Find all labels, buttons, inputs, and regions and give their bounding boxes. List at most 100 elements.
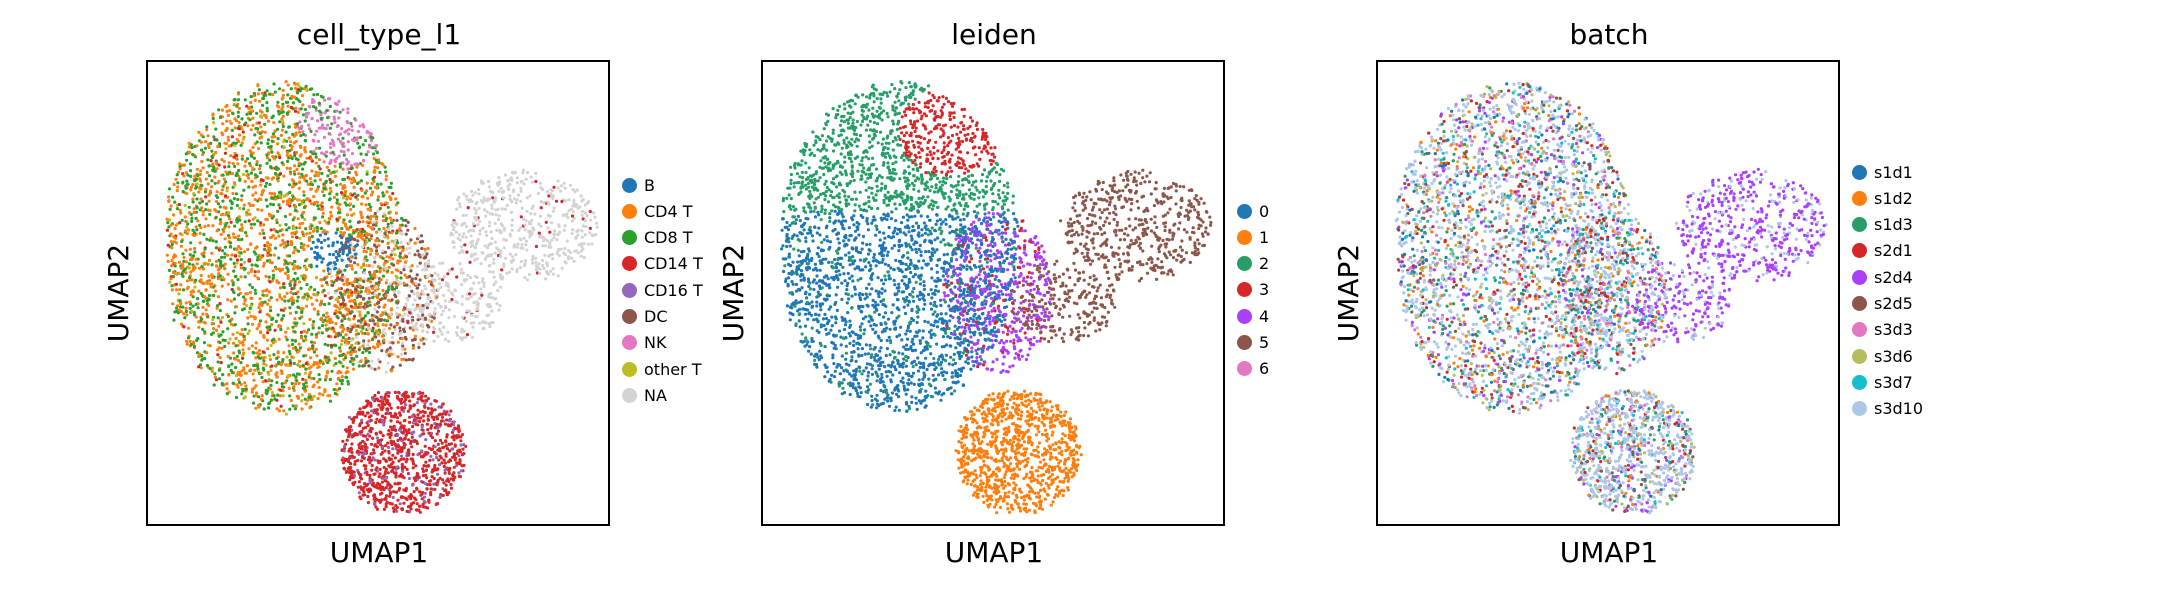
scatter-point <box>292 95 296 99</box>
scatter-point <box>265 288 269 292</box>
scatter-point <box>198 231 202 235</box>
scatter-point <box>347 257 351 261</box>
scatter-point <box>435 432 439 436</box>
scatter-point <box>244 387 248 391</box>
scatter-point <box>281 102 285 106</box>
scatter-point <box>237 370 241 374</box>
scatter-point <box>346 245 350 249</box>
scatter-point <box>361 220 365 224</box>
scatter-point <box>486 199 490 203</box>
scatter-point <box>374 221 379 225</box>
scatter-point <box>350 310 354 314</box>
scatter-point <box>307 347 311 351</box>
scatter-point <box>226 135 230 139</box>
scatter-point <box>268 401 272 405</box>
scatter-point <box>290 355 294 359</box>
scatter-point <box>170 246 174 250</box>
scatter-point <box>334 343 338 348</box>
scatter-point <box>407 294 411 298</box>
scatter-point <box>319 116 323 121</box>
scatter-point <box>300 310 304 315</box>
scatter-point <box>545 261 549 265</box>
scatter-point <box>375 249 379 253</box>
scatter-point <box>267 298 271 302</box>
scatter-point <box>271 132 276 136</box>
scatter-point <box>387 258 392 262</box>
scatter-point <box>195 182 199 186</box>
scatter-point <box>328 142 333 146</box>
scatter-point <box>268 182 272 187</box>
scatter-point <box>445 418 449 422</box>
scatter-point <box>571 187 575 192</box>
scatter-point <box>303 139 308 143</box>
scatter-point <box>383 402 387 407</box>
scatter-point <box>384 467 388 471</box>
scatter-point <box>239 373 243 377</box>
scatter-point <box>227 372 231 376</box>
scatter-point <box>380 161 384 166</box>
scatter-point <box>386 445 391 449</box>
scatter-point <box>447 442 451 446</box>
scatter-point <box>191 183 195 187</box>
scatter-point <box>227 365 231 369</box>
scatter-point <box>283 295 287 299</box>
scatter-point <box>288 297 293 302</box>
scatter-point <box>365 172 369 176</box>
scatter-point <box>328 217 332 221</box>
scatter-point <box>340 226 344 231</box>
scatter-point <box>372 497 376 501</box>
scatter-point <box>439 305 443 309</box>
scatter-point <box>352 314 357 318</box>
scatter-point <box>440 332 444 336</box>
scatter-point <box>308 127 312 131</box>
scatter-point <box>245 173 249 177</box>
scatter-point <box>356 485 360 489</box>
scatter-point <box>368 473 372 478</box>
scatter-point <box>421 268 425 272</box>
scatter-point <box>298 236 302 240</box>
scatter-point <box>410 494 414 498</box>
scatter-point <box>534 179 538 184</box>
scatter-point <box>387 285 391 289</box>
scatter-point <box>368 252 373 256</box>
scatter-point <box>261 188 266 192</box>
scatter-point <box>261 264 265 268</box>
scatter-point <box>386 298 391 302</box>
scatter-point <box>351 204 356 208</box>
scatter-point <box>411 466 415 470</box>
scatter-point <box>245 157 250 161</box>
scatter-point <box>233 254 238 258</box>
scatter-point <box>323 219 327 223</box>
scatter-point <box>423 255 428 259</box>
scatter-point <box>279 243 283 247</box>
scatter-point <box>529 212 533 216</box>
scatter-point <box>329 160 333 164</box>
scatter-point <box>421 414 425 418</box>
scatter-point <box>201 327 205 331</box>
scatter-point <box>576 228 580 232</box>
scatter-point <box>377 244 381 248</box>
scatter-point <box>259 371 263 375</box>
scatter-point <box>222 230 226 234</box>
scatter-point <box>482 320 486 324</box>
scatter-point <box>184 171 188 175</box>
scatter-point <box>517 228 521 232</box>
scatter-point <box>240 229 244 233</box>
scatter-point <box>572 216 576 221</box>
scatter-point <box>534 260 538 264</box>
scatter-point <box>232 341 236 345</box>
scatter-point <box>253 216 257 220</box>
scatter-point <box>444 452 448 456</box>
scatter-point <box>179 266 183 270</box>
scatter-point <box>275 398 279 402</box>
scatter-point <box>230 135 234 139</box>
scatter-point <box>420 449 424 453</box>
scatter-point <box>321 211 325 215</box>
scatter-point <box>383 416 387 420</box>
scatter-point <box>401 256 406 260</box>
scatter-point <box>376 195 380 199</box>
scatter-point <box>490 253 494 257</box>
scatter-point <box>279 327 283 332</box>
scatter-point <box>491 212 495 216</box>
scatter-point <box>509 260 514 264</box>
